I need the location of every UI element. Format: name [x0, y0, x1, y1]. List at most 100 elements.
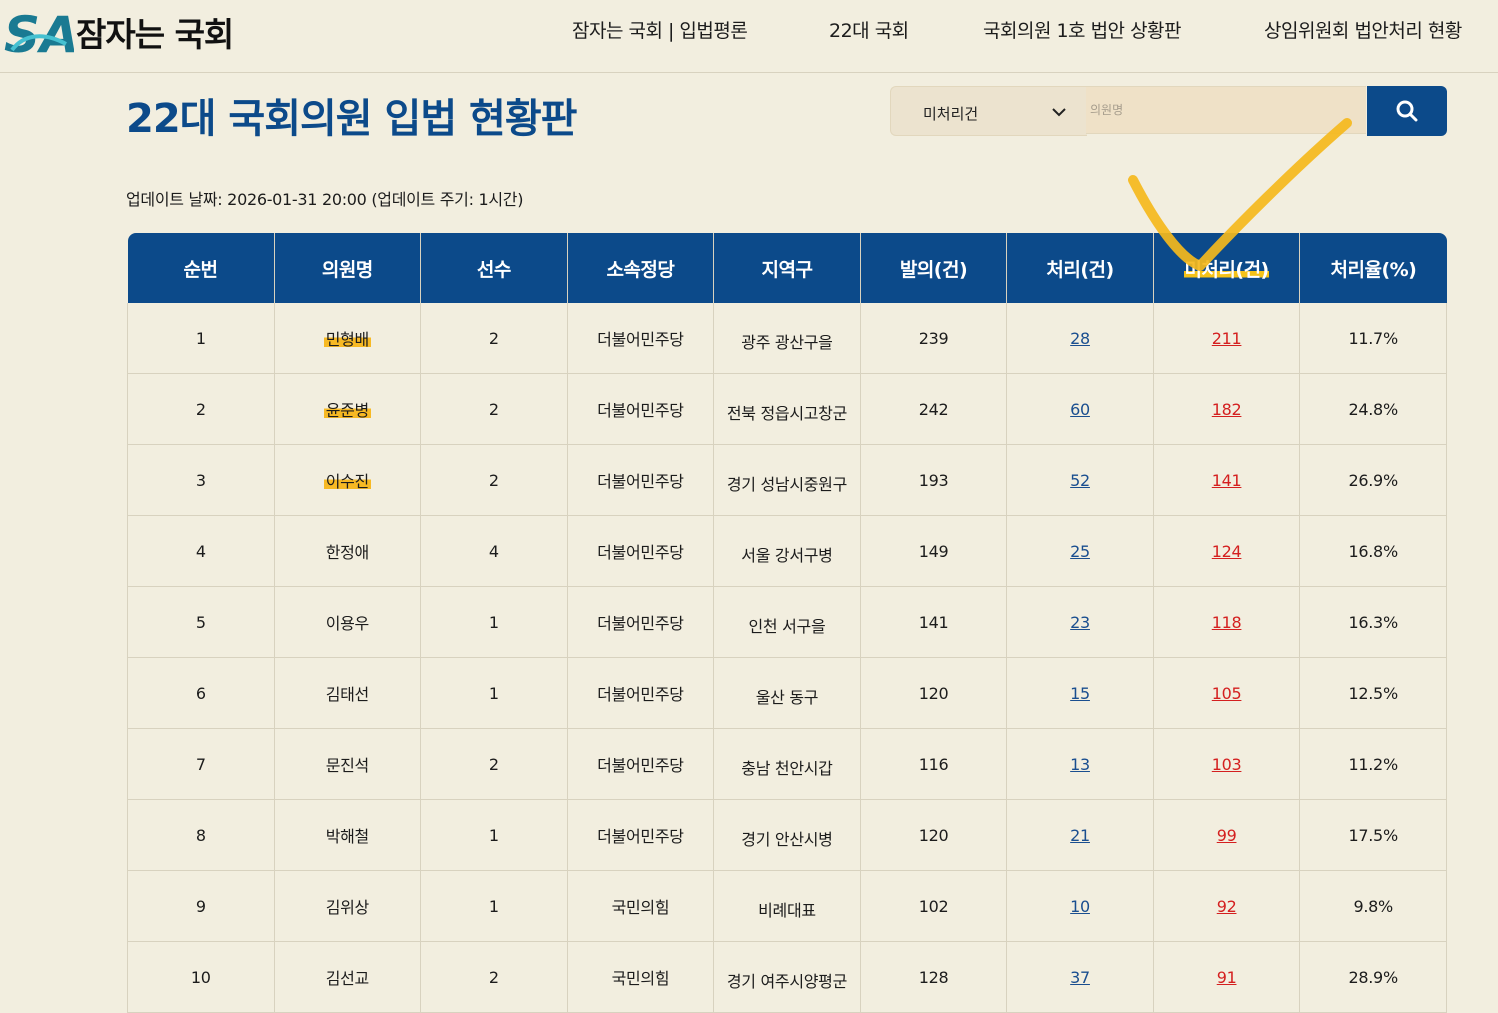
cell-district: 경기 성남시중원구 [713, 444, 861, 516]
col-header-processed[interactable]: 처리(건) [1006, 233, 1154, 303]
table-row: 3 이수진 2 더불어민주당 경기 성남시중원구 193 52 141 26.9% [127, 444, 1447, 516]
col-header-name[interactable]: 의원명 [273, 233, 421, 303]
col-header-unprocessed[interactable]: 미처리(건) [1152, 233, 1300, 303]
cell-terms: 1 [420, 657, 568, 729]
processed-count-link[interactable]: 37 [1070, 967, 1090, 987]
cell-member-name: 김선교 [273, 941, 421, 1013]
cell-rank: 2 [127, 373, 275, 445]
unprocessed-count-link[interactable]: 182 [1211, 399, 1242, 419]
cell-rank: 4 [127, 515, 275, 587]
processed-count-link[interactable]: 15 [1070, 683, 1090, 703]
cell-rate: 17.5% [1299, 799, 1447, 871]
cell-processed: 23 [1006, 586, 1154, 658]
cell-proposed: 120 [859, 799, 1007, 871]
cell-party: 더불어민주당 [566, 799, 714, 871]
nav-22nd-assembly[interactable]: 22대 국회 [829, 20, 909, 42]
nav-committee-status[interactable]: 상임위원회 법안처리 현황 [1264, 20, 1462, 42]
unprocessed-count-link[interactable]: 103 [1211, 754, 1242, 774]
col-header-rank[interactable]: 순번 [127, 233, 275, 303]
processed-count-link[interactable]: 10 [1070, 896, 1090, 916]
cell-member-name: 윤준병 [273, 373, 421, 445]
cell-member-name: 김위상 [273, 870, 421, 942]
col-header-proposed[interactable]: 발의(건) [859, 233, 1007, 303]
cell-unprocessed: 211 [1152, 303, 1300, 374]
table-row: 7 문진석 2 더불어민주당 충남 천안시갑 116 13 103 11.2% [127, 728, 1447, 800]
search-bar: 미처리건 [890, 86, 1447, 136]
cell-party: 더불어민주당 [566, 444, 714, 516]
unprocessed-count-link[interactable]: 211 [1211, 328, 1242, 348]
unprocessed-count-link[interactable]: 105 [1211, 683, 1242, 703]
filter-select[interactable]: 미처리건 [890, 86, 1087, 136]
cell-member-name: 이용우 [273, 586, 421, 658]
table-row: 9 김위상 1 국민의힘 비례대표 102 10 92 9.8% [127, 870, 1447, 942]
cell-unprocessed: 103 [1152, 728, 1300, 800]
cell-proposed: 102 [859, 870, 1007, 942]
processed-count-link[interactable]: 60 [1070, 399, 1090, 419]
page-title: 22대 국회의원 입법 현황판 [126, 96, 577, 142]
cell-district: 광주 광산구을 [713, 303, 861, 374]
search-icon [1396, 100, 1418, 122]
cell-party: 더불어민주당 [566, 373, 714, 445]
table-row: 10 김선교 2 국민의힘 경기 여주시양평군 128 37 91 28.9% [127, 941, 1447, 1013]
col-header-district[interactable]: 지역구 [713, 233, 861, 303]
cell-party: 더불어민주당 [566, 586, 714, 658]
cell-processed: 60 [1006, 373, 1154, 445]
processed-count-link[interactable]: 13 [1070, 754, 1090, 774]
cell-processed: 13 [1006, 728, 1154, 800]
member-name: 김위상 [325, 898, 370, 917]
cell-processed: 15 [1006, 657, 1154, 729]
cell-terms: 2 [420, 444, 568, 516]
cell-rate: 9.8% [1299, 870, 1447, 942]
cell-unprocessed: 91 [1152, 941, 1300, 1013]
cell-proposed: 242 [859, 373, 1007, 445]
cell-terms: 1 [420, 870, 568, 942]
cell-party: 더불어민주당 [566, 728, 714, 800]
unprocessed-count-link[interactable]: 141 [1211, 470, 1242, 490]
cell-unprocessed: 182 [1152, 373, 1300, 445]
col-header-terms[interactable]: 선수 [420, 233, 568, 303]
member-name: 윤준병 [323, 401, 371, 420]
cell-member-name: 한정애 [273, 515, 421, 587]
cell-district: 서울 강서구병 [713, 515, 861, 587]
nav-legislative-review[interactable]: 잠자는 국회 | 입법평론 [572, 20, 748, 42]
cell-rank: 9 [127, 870, 275, 942]
update-timestamp: 업데이트 날짜: 2026-01-31 20:00 (업데이트 주기: 1시간) [126, 190, 524, 209]
col-header-rate[interactable]: 처리율(%) [1299, 233, 1447, 303]
cell-district: 울산 동구 [713, 657, 861, 729]
processed-count-link[interactable]: 25 [1070, 541, 1090, 561]
cell-rate: 16.8% [1299, 515, 1447, 587]
cell-terms: 1 [420, 799, 568, 871]
cell-rate: 11.2% [1299, 728, 1447, 800]
nav-first-bill-board[interactable]: 국회의원 1호 법안 상황판 [983, 20, 1182, 42]
logo-text: 잠자는 국회 [76, 15, 234, 54]
cell-member-name: 이수진 [273, 444, 421, 516]
site-logo[interactable]: SA 잠자는 국회 [4, 4, 234, 60]
member-name: 김선교 [325, 969, 370, 988]
cell-member-name: 문진석 [273, 728, 421, 800]
cell-processed: 21 [1006, 799, 1154, 871]
processed-count-link[interactable]: 23 [1070, 612, 1090, 632]
table-header-row: 순번 의원명 선수 소속정당 지역구 발의(건) 처리(건) 미처리(건) 처리… [127, 233, 1447, 303]
cell-terms: 2 [420, 303, 568, 374]
main-nav: 잠자는 국회 | 입법평론 22대 국회 국회의원 1호 법안 상황판 상임위원… [0, 16, 1498, 46]
search-button[interactable] [1367, 86, 1447, 136]
cell-party: 더불어민주당 [566, 515, 714, 587]
cell-processed: 37 [1006, 941, 1154, 1013]
cell-rate: 16.3% [1299, 586, 1447, 658]
cell-party: 국민의힘 [566, 870, 714, 942]
cell-member-name: 김태선 [273, 657, 421, 729]
cell-unprocessed: 105 [1152, 657, 1300, 729]
cell-rate: 12.5% [1299, 657, 1447, 729]
unprocessed-count-link[interactable]: 92 [1216, 896, 1237, 916]
unprocessed-count-link[interactable]: 91 [1216, 967, 1237, 987]
unprocessed-count-link[interactable]: 118 [1211, 612, 1242, 632]
cell-district: 전북 정읍시고창군 [713, 373, 861, 445]
processed-count-link[interactable]: 28 [1070, 328, 1090, 348]
cell-unprocessed: 99 [1152, 799, 1300, 871]
unprocessed-count-link[interactable]: 99 [1216, 825, 1237, 845]
processed-count-link[interactable]: 52 [1070, 470, 1090, 490]
unprocessed-count-link[interactable]: 124 [1211, 541, 1242, 561]
processed-count-link[interactable]: 21 [1070, 825, 1090, 845]
member-name-search-input[interactable] [1086, 86, 1366, 134]
col-header-party[interactable]: 소속정당 [566, 233, 714, 303]
